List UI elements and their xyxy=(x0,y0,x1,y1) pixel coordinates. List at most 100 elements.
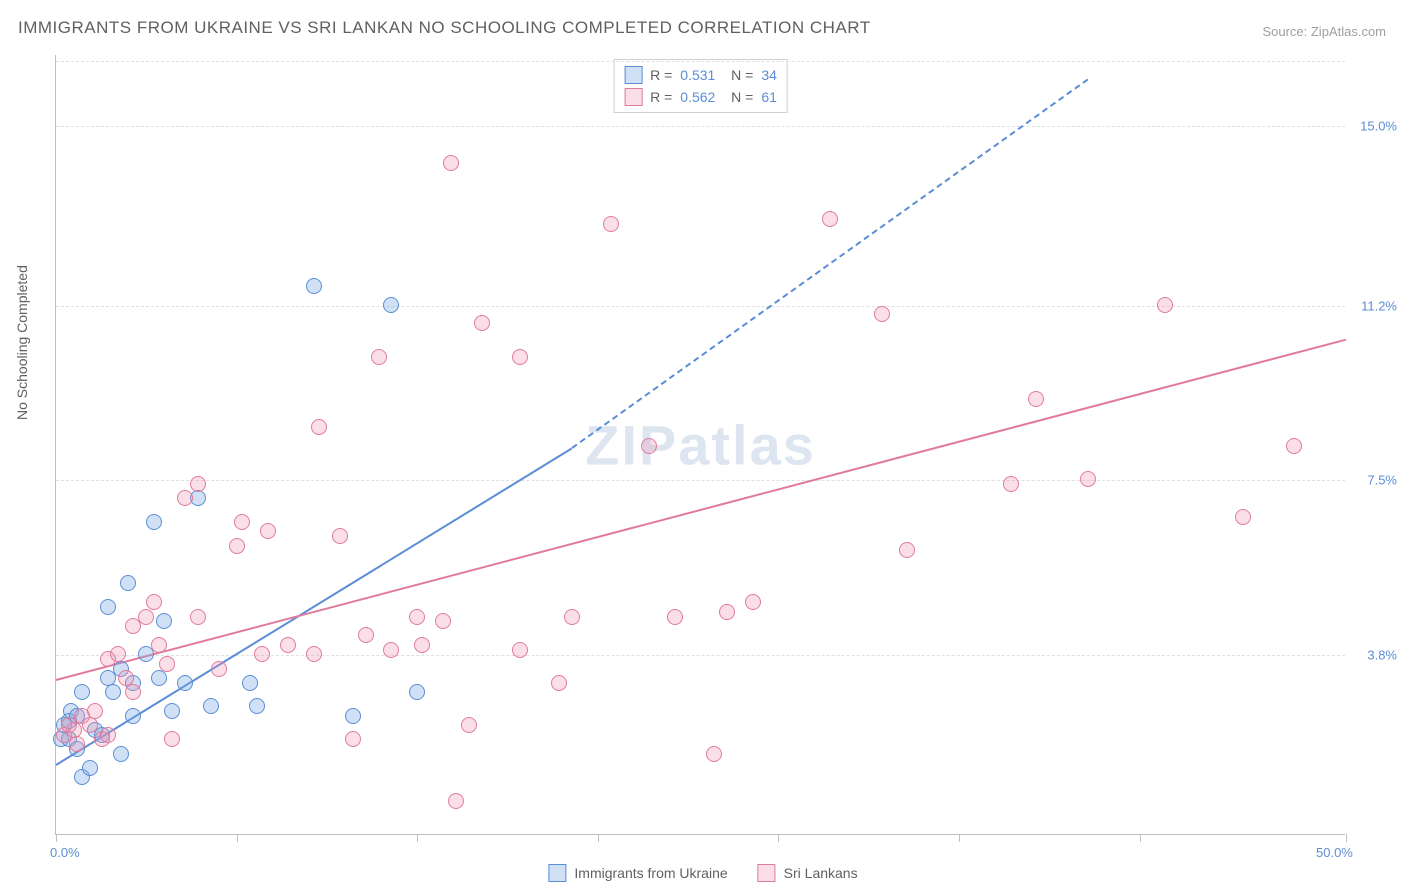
y-tick-label: 7.5% xyxy=(1367,473,1397,488)
x-tick xyxy=(56,834,57,842)
data-point xyxy=(435,613,451,629)
x-tick xyxy=(1140,834,1141,842)
gridline-h xyxy=(56,655,1345,656)
data-point xyxy=(100,727,116,743)
data-point xyxy=(69,736,85,752)
bottom-legend-item: Sri Lankans xyxy=(758,864,858,882)
x-tick xyxy=(598,834,599,842)
x-tick-label: 50.0% xyxy=(1316,845,1353,860)
data-point xyxy=(113,746,129,762)
data-point xyxy=(249,698,265,714)
data-point xyxy=(110,646,126,662)
data-point xyxy=(1286,438,1302,454)
data-point xyxy=(120,575,136,591)
data-point xyxy=(164,703,180,719)
data-point xyxy=(1235,509,1251,525)
data-point xyxy=(177,490,193,506)
data-point xyxy=(125,708,141,724)
legend-r-label: R = xyxy=(650,89,672,105)
data-point xyxy=(100,599,116,615)
gridline-h xyxy=(56,480,1345,481)
data-point xyxy=(383,297,399,313)
x-tick xyxy=(237,834,238,842)
data-point xyxy=(146,514,162,530)
data-point xyxy=(151,637,167,653)
data-point xyxy=(874,306,890,322)
trend-line xyxy=(571,79,1088,449)
legend-label: Immigrants from Ukraine xyxy=(574,865,727,881)
legend-row: R = 0.531 N = 34 xyxy=(624,64,777,86)
data-point xyxy=(564,609,580,625)
trend-line xyxy=(56,339,1347,681)
y-axis-label: No Schooling Completed xyxy=(14,265,30,420)
data-point xyxy=(899,542,915,558)
data-point xyxy=(260,523,276,539)
data-point xyxy=(234,514,250,530)
data-point xyxy=(1157,297,1173,313)
data-point xyxy=(345,708,361,724)
data-point xyxy=(371,349,387,365)
data-point xyxy=(138,609,154,625)
data-point xyxy=(311,419,327,435)
data-point xyxy=(164,731,180,747)
legend-n-label: N = xyxy=(723,89,753,105)
legend-swatch xyxy=(758,864,776,882)
legend-swatch xyxy=(624,88,642,106)
data-point xyxy=(603,216,619,232)
data-point xyxy=(512,349,528,365)
data-point xyxy=(159,656,175,672)
data-point xyxy=(474,315,490,331)
data-point xyxy=(822,211,838,227)
watermark: ZIPatlas xyxy=(585,412,816,477)
legend-r-value: 0.531 xyxy=(680,67,715,83)
legend-swatch xyxy=(548,864,566,882)
data-point xyxy=(254,646,270,662)
data-point xyxy=(745,594,761,610)
y-tick-label: 3.8% xyxy=(1367,648,1397,663)
legend-r-label: R = xyxy=(650,67,672,83)
data-point xyxy=(211,661,227,677)
data-point xyxy=(719,604,735,620)
data-point xyxy=(229,538,245,554)
correlation-legend: R = 0.531 N = 34R = 0.562 N = 61 xyxy=(613,59,788,113)
x-tick xyxy=(959,834,960,842)
chart-title: IMMIGRANTS FROM UKRAINE VS SRI LANKAN NO… xyxy=(18,18,871,38)
bottom-legend-item: Immigrants from Ukraine xyxy=(548,864,727,882)
data-point xyxy=(74,684,90,700)
x-tick xyxy=(778,834,779,842)
data-point xyxy=(203,698,219,714)
gridline-h xyxy=(56,306,1345,307)
data-point xyxy=(146,594,162,610)
data-point xyxy=(280,637,296,653)
legend-n-label: N = xyxy=(723,67,753,83)
legend-n-value: 61 xyxy=(761,89,777,105)
series-legend: Immigrants from Ukraine Sri Lankans xyxy=(548,864,857,882)
gridline-h xyxy=(56,61,1345,62)
data-point xyxy=(306,278,322,294)
data-point xyxy=(641,438,657,454)
data-point xyxy=(156,613,172,629)
data-point xyxy=(190,476,206,492)
data-point xyxy=(1080,471,1096,487)
data-point xyxy=(461,717,477,733)
data-point xyxy=(82,717,98,733)
data-point xyxy=(151,670,167,686)
legend-swatch xyxy=(624,66,642,84)
data-point xyxy=(190,609,206,625)
data-point xyxy=(443,155,459,171)
data-point xyxy=(242,675,258,691)
source-label: Source: ZipAtlas.com xyxy=(1262,24,1386,39)
y-tick-label: 11.2% xyxy=(1361,298,1397,313)
data-point xyxy=(667,609,683,625)
legend-row: R = 0.562 N = 61 xyxy=(624,86,777,108)
data-point xyxy=(414,637,430,653)
data-point xyxy=(177,675,193,691)
data-point xyxy=(306,646,322,662)
data-point xyxy=(512,642,528,658)
data-point xyxy=(332,528,348,544)
data-point xyxy=(105,684,121,700)
data-point xyxy=(706,746,722,762)
x-tick xyxy=(417,834,418,842)
data-point xyxy=(125,684,141,700)
legend-label: Sri Lankans xyxy=(784,865,858,881)
